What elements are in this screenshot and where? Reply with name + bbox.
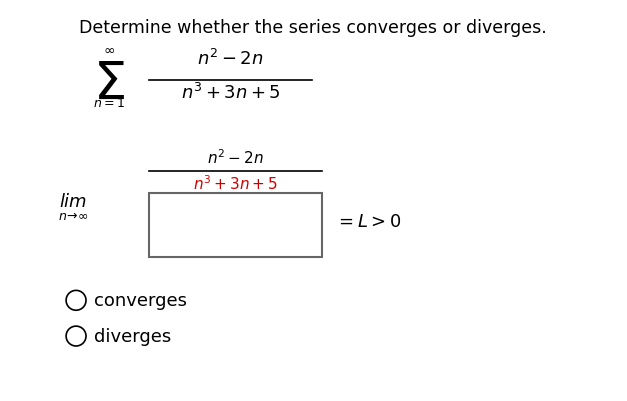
Text: diverges: diverges (94, 327, 171, 345)
Text: $n^3 + 3n + 5$: $n^3 + 3n + 5$ (181, 83, 280, 103)
Text: $= L > 0$: $= L > 0$ (335, 212, 401, 230)
Text: $n^3 + 3n + 5$: $n^3 + 3n + 5$ (193, 174, 278, 192)
Text: $n=1$: $n=1$ (93, 97, 125, 109)
Text: lim: lim (60, 192, 87, 211)
Text: $\infty$: $\infty$ (103, 43, 115, 57)
Text: $n\!\rightarrow\!\infty$: $n\!\rightarrow\!\infty$ (58, 209, 88, 223)
Text: $\Sigma$: $\Sigma$ (93, 59, 125, 111)
Bar (149, 194, 322, 257)
Text: Determine whether the series converges or diverges.: Determine whether the series converges o… (79, 19, 547, 37)
Text: $n^2 - 2n$: $n^2 - 2n$ (197, 49, 263, 69)
Text: converges: converges (94, 292, 187, 310)
Text: $n^2 - 2n$: $n^2 - 2n$ (207, 148, 264, 167)
